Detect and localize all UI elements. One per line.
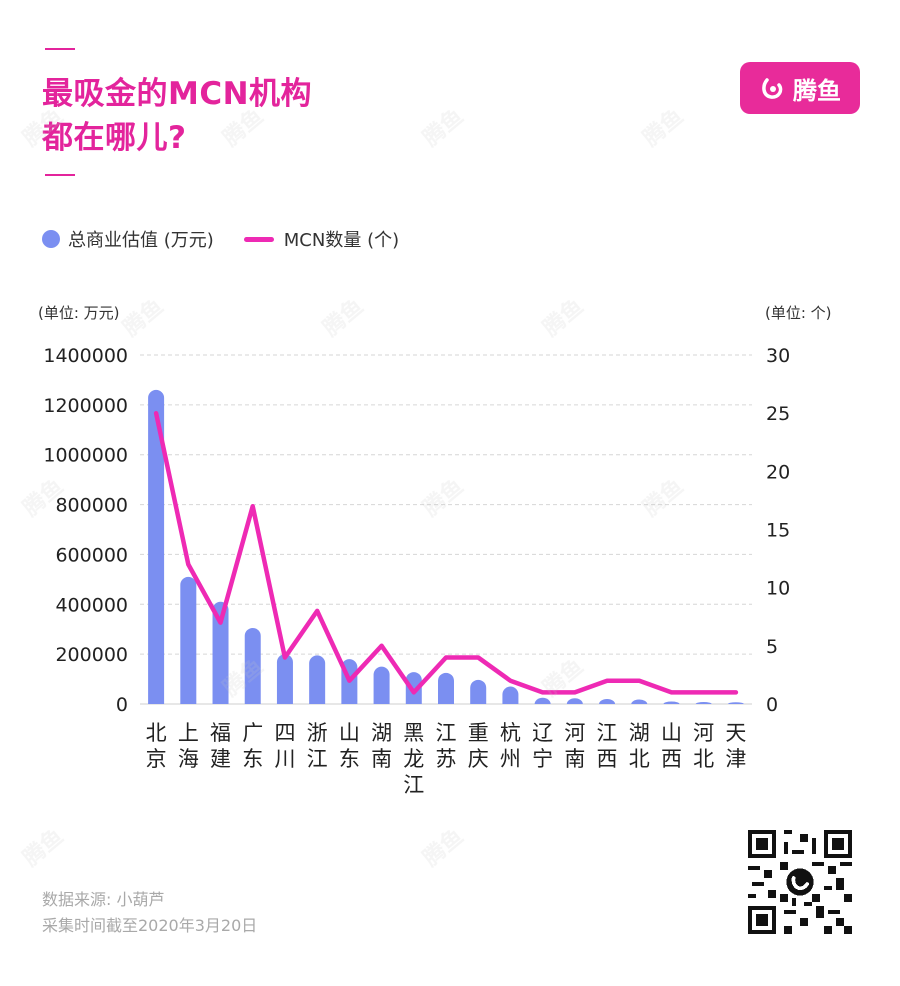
x-tick-label-6: 山东 [339, 721, 360, 771]
x-tick-label-0: 北京 [146, 721, 167, 771]
bar-4 [276, 654, 293, 704]
line-point-3 [252, 505, 254, 507]
line-point-4 [284, 656, 286, 658]
left-tick-label-6: 1200000 [43, 395, 128, 417]
chart-grid [140, 354, 752, 705]
x-tick-label-14: 江西 [597, 721, 618, 771]
bar-series [148, 389, 744, 704]
legend-bar-label: 总商业估值 (万元) [68, 230, 214, 251]
line-point-12 [542, 691, 544, 693]
line-point-9 [445, 656, 447, 658]
right-tick-label-2: 10 [766, 578, 790, 600]
line-point-10 [477, 656, 479, 658]
x-tick-label-9: 江苏 [436, 721, 457, 771]
bar-17 [695, 702, 712, 704]
qr-code-icon [748, 830, 852, 934]
page-title: 最吸金的MCN机构 都在哪儿? [42, 72, 312, 160]
left-tick-label-3: 600000 [55, 544, 128, 566]
line-point-7 [381, 645, 383, 647]
right-tick-label-6: 30 [766, 345, 790, 367]
x-tick-label-3: 广东 [242, 721, 263, 771]
source-line-1: 数据来源: 小葫芦 [42, 890, 165, 909]
x-tick-label-5: 浙江 [307, 721, 328, 771]
line-point-14 [606, 680, 608, 682]
x-tick-label-10: 重庆 [468, 721, 489, 771]
title-dash-bottom [45, 174, 75, 176]
x-tick-label-4: 四川 [274, 721, 295, 771]
x-tick-label-18: 天津 [725, 721, 746, 771]
line-point-18 [735, 691, 737, 693]
left-tick-label-5: 1000000 [43, 445, 128, 467]
brand-logo-text: 腾鱼 [793, 76, 841, 105]
title-line-2: 都在哪儿? [42, 120, 187, 156]
bar-13 [566, 698, 583, 704]
left-tick-label-2: 400000 [55, 594, 128, 616]
legend-line-label: MCN数量 (个) [283, 230, 400, 251]
x-tick-label-1: 上海 [178, 721, 199, 771]
bar-7 [373, 666, 390, 704]
legend-item-line: MCN数量 (个) [243, 226, 400, 252]
bar-1 [180, 576, 197, 704]
line-point-16 [670, 691, 672, 693]
left-tick-label-7: 1400000 [43, 345, 128, 367]
right-tick-label-5: 25 [766, 403, 790, 425]
bar-0 [148, 389, 165, 704]
right-tick-label-4: 20 [766, 461, 790, 483]
line-point-5 [316, 610, 318, 612]
bar-18 [727, 702, 744, 704]
line-point-6 [348, 680, 350, 682]
left-axis-unit: (单位: 万元) [38, 304, 120, 322]
line-point-15 [638, 680, 640, 682]
x-tick-label-15: 湖北 [629, 721, 650, 771]
line-point-13 [574, 691, 576, 693]
bar-14 [599, 699, 616, 704]
bar-3 [244, 627, 261, 704]
x-tick-label-16: 山西 [661, 721, 682, 771]
left-tick-label-1: 200000 [55, 644, 128, 666]
x-tick-label-8: 黑龙江 [403, 721, 424, 797]
right-tick-label-3: 15 [766, 520, 790, 542]
legend-item-bar: 总商业估值 (万元) [42, 226, 214, 252]
x-tick-label-11: 杭州 [500, 721, 521, 771]
x-tick-label-7: 湖南 [371, 721, 392, 771]
left-axis-ticks: 0 200000 400000 600000 800000 1000000 1200000 1… [43, 345, 128, 716]
line-point-8 [413, 691, 415, 693]
chart-legend: 总商业估值 (万元) MCN数量 (个) [42, 226, 429, 252]
brand-logo: 腾鱼 [740, 62, 860, 114]
mcn-count-line [153, 410, 739, 695]
right-tick-label-1: 5 [766, 636, 778, 658]
fish-logo-icon [762, 78, 783, 99]
bar-11 [502, 686, 519, 704]
right-axis-unit: (单位: 个) [765, 304, 832, 322]
bar-16 [663, 701, 680, 704]
legend-bar-swatch [42, 230, 60, 248]
line-point-0 [155, 412, 157, 414]
bar-2 [212, 601, 229, 704]
bar-8 [405, 672, 422, 704]
line-series [153, 410, 739, 695]
line-point-1 [187, 563, 189, 565]
right-tick-label-0: 0 [766, 694, 778, 716]
bar-9 [438, 672, 454, 704]
legend-line-swatch [243, 236, 274, 242]
bar-5 [309, 655, 326, 704]
line-point-2 [220, 622, 222, 624]
x-tick-label-13: 河南 [564, 721, 585, 771]
source-line-2: 采集时间截至2020年3月20日 [42, 916, 258, 935]
line-point-11 [509, 680, 511, 682]
x-tick-label-17: 河北 [693, 721, 714, 771]
right-axis-ticks: 0 5 10 15 20 25 30 [766, 345, 790, 716]
x-tick-label-12: 辽宁 [532, 721, 553, 771]
x-tick-label-2: 福建 [210, 721, 231, 771]
bar-15 [631, 699, 648, 704]
line-point-17 [703, 691, 705, 693]
left-tick-label-0: 0 [116, 694, 128, 716]
title-line-1: 最吸金的MCN机构 [42, 76, 313, 112]
bar-12 [534, 697, 551, 704]
bar-10 [470, 679, 487, 704]
left-tick-label-4: 800000 [55, 495, 128, 517]
title-dash-top [45, 48, 75, 50]
